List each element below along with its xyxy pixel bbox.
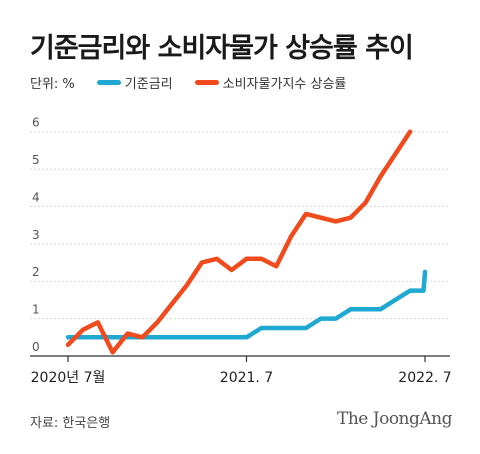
legend: 단위: % 기준금리 소비자물가지수 상승률 — [30, 72, 346, 92]
chart-title: 기준금리와 소비자물가 상승률 추이 — [30, 33, 414, 64]
y-tick-label-3: 3 — [32, 228, 40, 242]
x-tick-label-1: 2021. 7 — [220, 370, 273, 386]
y-tick-label-0: 0 — [32, 340, 40, 354]
series-line-1 — [65, 129, 413, 355]
legend-label-base-rate: 기준금리 — [124, 76, 173, 92]
x-tick-label-0: 2020년 7월 — [31, 370, 106, 386]
brand-logo: The JoongAng — [337, 409, 452, 429]
y-tick-label-2: 2 — [32, 265, 40, 279]
x-tick-label-2: 2022. 7 — [398, 370, 451, 386]
y-tick-label-5: 5 — [32, 153, 40, 167]
source-note: 자료: 한국은행 — [30, 416, 111, 431]
y-tick-label-4: 4 — [32, 190, 40, 204]
line-chart: 0 1 2 3 4 5 6 2020년 7월 2021. 7 2022. 7 — [30, 116, 452, 386]
legend-item-cpi: 소비자물가지수 상승률 — [194, 73, 347, 92]
series-line-0 — [65, 269, 428, 340]
unit-label: 단위: % — [30, 76, 75, 92]
legend-item-base-rate: 기준금리 — [96, 73, 173, 92]
legend-swatch-base-rate — [96, 79, 121, 85]
legend-label-cpi: 소비자물가지수 상승률 — [222, 76, 347, 92]
y-tick-label-1: 1 — [32, 303, 40, 317]
legend-swatch-cpi — [194, 79, 219, 85]
y-tick-label-6: 6 — [32, 116, 40, 130]
